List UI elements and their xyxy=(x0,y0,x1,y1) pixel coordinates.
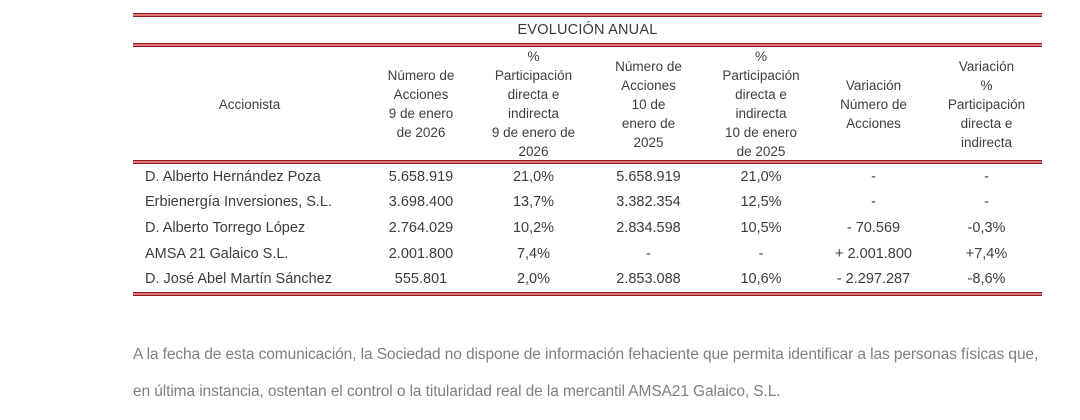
cell-variacion-pct: -8,6% xyxy=(967,271,1006,288)
annual-evolution-table: EVOLUCIÓN ANUAL Accionista Número de Acc… xyxy=(133,13,1042,296)
column-header-num-acciones-2026: Número de Acciones 9 de enero de 2026 xyxy=(387,68,455,140)
column-header-accionista: Accionista xyxy=(218,96,281,112)
cell-variacion-acciones: + 2.001.800 xyxy=(834,245,912,262)
cell-accionista: D. Alberto Hernández Poza xyxy=(145,168,321,185)
title-separator-rule xyxy=(133,43,1042,47)
table-body: D. Alberto Hernández Poza 5.658.919 21,0… xyxy=(133,164,1042,292)
table-top-rule xyxy=(133,13,1042,17)
column-header-variacion-acciones: Variación Número de Acciones xyxy=(840,77,907,131)
cell-pct-participacion-2025: 10,5% xyxy=(740,219,782,236)
table-title: EVOLUCIÓN ANUAL xyxy=(517,22,658,38)
cell-variacion-acciones: - 70.569 xyxy=(846,219,901,236)
cell-accionista: D. Alberto Torrego López xyxy=(145,219,306,236)
table-bottom-rule xyxy=(133,291,1042,296)
cell-variacion-acciones: - xyxy=(871,168,876,185)
cell-num-acciones-2026: 2.764.029 xyxy=(388,219,454,236)
cell-pct-participacion-2026: 21,0% xyxy=(512,168,555,185)
cell-pct-participacion-2026: 13,7% xyxy=(512,194,555,211)
column-header-variacion-pct: Variación % Participación directa e indi… xyxy=(947,58,1026,150)
cell-accionista: AMSA 21 Galaico S.L. xyxy=(145,245,289,262)
cell-num-acciones-2026: 555.801 xyxy=(394,271,448,288)
cell-pct-participacion-2026: 7,4% xyxy=(516,245,551,262)
cell-num-acciones-2025: 2.834.598 xyxy=(616,219,681,236)
column-header-num-acciones-2025: Número de Acciones 10 de enero de 2025 xyxy=(615,58,682,150)
table-row: AMSA 21 Galaico S.L. 2.001.800 7,4% - - … xyxy=(133,241,1042,267)
cell-variacion-acciones: - 2.297.287 xyxy=(836,271,911,288)
cell-variacion-pct: -0,3% xyxy=(967,219,1006,236)
cell-num-acciones-2025: - xyxy=(646,245,651,262)
table-row: D. José Abel Martín Sánchez 555.801 2,0%… xyxy=(133,266,1042,292)
table-row: D. Alberto Torrego López 2.764.029 10,2%… xyxy=(133,215,1042,241)
table-header-row: Accionista Número de Acciones 9 de enero… xyxy=(133,47,1042,160)
column-header-pct-participacion-2026: % Participación directa e indirecta 9 de… xyxy=(491,49,576,159)
footnote-text: A la fecha de esta comunicación, la Soci… xyxy=(133,346,1039,400)
cell-num-acciones-2025: 3.382.354 xyxy=(616,194,681,211)
cell-num-acciones-2026: 5.658.919 xyxy=(388,168,454,185)
cell-variacion-pct: - xyxy=(984,194,989,211)
table-row: D. Alberto Hernández Poza 5.658.919 21,0… xyxy=(133,164,1042,190)
cell-pct-participacion-2025: 10,6% xyxy=(740,271,782,288)
cell-pct-participacion-2025: 12,5% xyxy=(740,194,782,211)
cell-variacion-pct: - xyxy=(984,168,989,185)
cell-accionista: Erbienergía Inversiones, S.L. xyxy=(145,194,332,211)
cell-variacion-acciones: - xyxy=(871,194,876,211)
cell-accionista: D. José Abel Martín Sánchez xyxy=(145,271,332,288)
cell-num-acciones-2025: 2.853.088 xyxy=(616,271,681,288)
cell-num-acciones-2026: 3.698.400 xyxy=(388,194,454,211)
table-row: Erbienergía Inversiones, S.L. 3.698.400 … xyxy=(133,190,1042,216)
cell-pct-participacion-2025: 21,0% xyxy=(740,168,782,185)
cell-pct-participacion-2025: - xyxy=(758,245,764,262)
cell-variacion-pct: +7,4% xyxy=(965,245,1008,262)
cell-pct-participacion-2026: 2,0% xyxy=(516,271,551,288)
cell-num-acciones-2025: 5.658.919 xyxy=(616,168,681,185)
column-header-pct-participacion-2025: % Participación directa e indirecta 10 d… xyxy=(722,49,800,159)
cell-pct-participacion-2026: 10,2% xyxy=(512,219,555,236)
cell-num-acciones-2026: 2.001.800 xyxy=(388,245,454,262)
header-separator-rule xyxy=(133,160,1042,164)
